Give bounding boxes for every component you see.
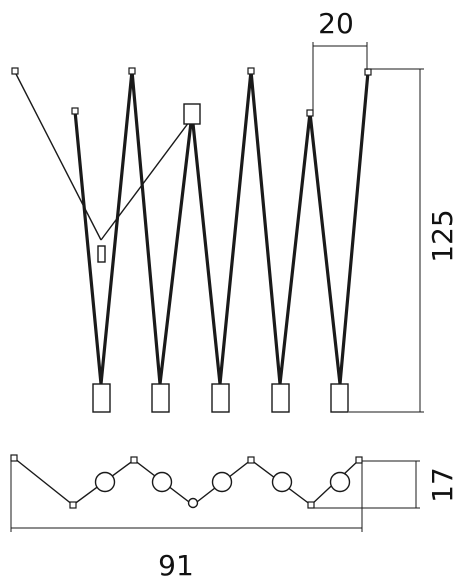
mount-point [364, 68, 372, 76]
lamp-head [151, 383, 170, 413]
canopy-wire-right [100, 117, 193, 241]
plan-mount-point [247, 456, 255, 464]
lamp-head [92, 383, 111, 413]
mount-point [247, 67, 255, 75]
plan-zigzag [13, 457, 360, 506]
plan-lamp-head [151, 471, 173, 493]
mount-point [306, 109, 314, 117]
plan-mount-point [10, 454, 18, 462]
dim-top-width-label: 20 [318, 7, 354, 40]
lamp-head [330, 383, 349, 413]
plan-mount-point [69, 501, 77, 509]
plan-mount-point [307, 501, 315, 509]
dim-height-label: 125 [426, 209, 459, 262]
canopy-box [183, 103, 201, 125]
mount-point [11, 67, 19, 75]
plan-mount-point [355, 456, 363, 464]
plan-view: 17 91 [10, 454, 459, 582]
plan-mount-point [130, 456, 138, 464]
plan-lamp-head [94, 471, 116, 493]
plan-lamp-head [211, 471, 233, 493]
canopy-wire-left [14, 71, 102, 241]
zigzag-rods [73, 70, 370, 385]
plan-lamp-head [271, 471, 293, 493]
dim-depth-label: 17 [426, 467, 459, 503]
driver-block [97, 245, 106, 263]
dim-overall-label: 91 [158, 549, 194, 580]
elevation-view: 20 125 [11, 7, 459, 413]
lamp-head [271, 383, 290, 413]
mount-point [71, 107, 79, 115]
lamp-head [211, 383, 230, 413]
plan-lamp-head [329, 471, 351, 493]
plan-canopy [187, 497, 199, 509]
mount-point [128, 67, 136, 75]
